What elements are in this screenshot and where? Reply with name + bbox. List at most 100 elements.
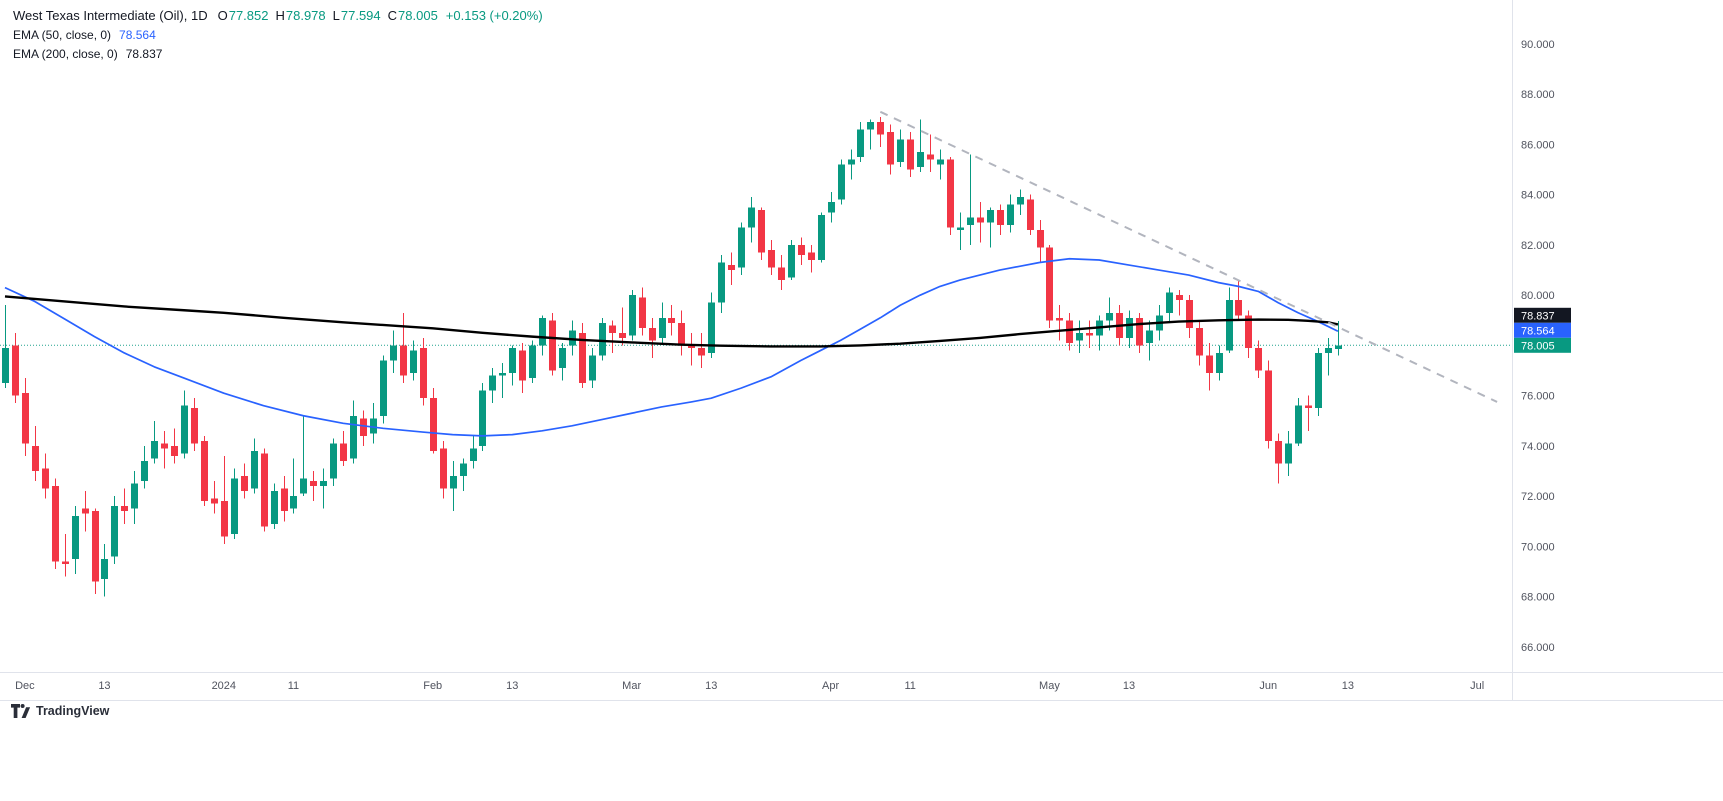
candle-down[interactable] (1196, 320, 1203, 366)
candle-up[interactable] (1106, 297, 1113, 331)
candle-down[interactable] (171, 428, 178, 464)
candle-down[interactable] (211, 481, 218, 514)
candle-up[interactable] (629, 290, 636, 341)
candle-up[interactable] (818, 212, 825, 263)
candle-down[interactable] (798, 237, 805, 266)
candle-down[interactable] (887, 124, 894, 175)
candle-up[interactable] (1315, 347, 1322, 416)
ema50-line[interactable] (4, 257, 1339, 437)
candle-down[interactable] (430, 388, 437, 454)
candle-up[interactable] (987, 207, 994, 248)
candle-up[interactable] (509, 345, 516, 386)
candle-down[interactable] (360, 410, 367, 446)
candle-up[interactable] (748, 197, 755, 243)
candle-up[interactable] (181, 390, 188, 459)
candle-down[interactable] (1056, 305, 1063, 341)
candle-down[interactable] (310, 471, 317, 502)
candle-down[interactable] (619, 307, 626, 346)
candle-down[interactable] (808, 244, 815, 273)
candle-up[interactable] (380, 355, 387, 424)
candle-down[interactable] (768, 239, 775, 276)
candle-up[interactable] (738, 222, 745, 276)
candle-up[interactable] (151, 420, 158, 464)
candle-down[interactable] (997, 204, 1004, 235)
candle-down[interactable] (1136, 312, 1143, 353)
candle-down[interactable] (340, 430, 347, 467)
time-axis[interactable]: Dec 13 2024 11 Feb 13 Mar 13 Apr 11 May 13 Jun 13 Jul (15, 680, 1484, 692)
candle-down[interactable] (62, 533, 69, 577)
candle-up[interactable] (539, 315, 546, 356)
candle-down[interactable] (519, 342, 526, 394)
candle-up[interactable] (390, 330, 397, 374)
candle-up[interactable] (967, 154, 974, 245)
candle-down[interactable] (82, 491, 89, 532)
candle-up[interactable] (1146, 320, 1153, 361)
candle-down[interactable] (221, 455, 228, 544)
candle-down[interactable] (1265, 360, 1272, 449)
candle-down[interactable] (1206, 342, 1213, 391)
candle-up[interactable] (848, 149, 855, 180)
candle-down[interactable] (281, 476, 288, 522)
candle-up[interactable] (1166, 287, 1173, 323)
candle-down[interactable] (420, 337, 427, 406)
candle-up[interactable] (659, 302, 666, 343)
candle-up[interactable] (718, 254, 725, 313)
candle-up[interactable] (72, 506, 79, 575)
candle-down[interactable] (1027, 194, 1034, 235)
candle-up[interactable] (499, 363, 506, 399)
candle-up[interactable] (470, 435, 477, 469)
candle-up[interactable] (141, 445, 148, 489)
candle-up[interactable] (2, 305, 9, 389)
tradingview-logo[interactable]: TradingView (11, 704, 109, 718)
candle-down[interactable] (1245, 310, 1252, 358)
candle-up[interactable] (450, 460, 457, 512)
candle-down[interactable] (1186, 295, 1193, 338)
candle-down[interactable] (698, 332, 705, 369)
candle-up[interactable] (867, 119, 874, 150)
candle-up[interactable] (1335, 320, 1342, 356)
candle-up[interactable] (231, 468, 238, 539)
candle-down[interactable] (1305, 395, 1312, 431)
candle-down[interactable] (758, 207, 765, 261)
candle-up[interactable] (1216, 345, 1223, 381)
candle-up[interactable] (1007, 194, 1014, 233)
candle-up[interactable] (320, 468, 327, 509)
candle-up[interactable] (489, 368, 496, 404)
candle-down[interactable] (639, 287, 646, 336)
candle-up[interactable] (589, 347, 596, 389)
candle-up[interactable] (1285, 430, 1292, 477)
candle-up[interactable] (937, 149, 944, 180)
candle-up[interactable] (479, 383, 486, 451)
candle-up[interactable] (569, 320, 576, 356)
candle-down[interactable] (678, 310, 685, 356)
symbol-title[interactable]: West Texas Intermediate (Oil), 1D (13, 8, 208, 23)
candle-up[interactable] (1126, 310, 1133, 348)
candle-down[interactable] (241, 463, 248, 499)
candle-down[interactable] (947, 157, 954, 235)
candle-down[interactable] (1066, 312, 1073, 351)
candle-down[interactable] (1086, 320, 1093, 348)
candle-up[interactable] (828, 192, 835, 223)
candle-up[interactable] (101, 543, 108, 597)
candle-down[interactable] (927, 134, 934, 173)
candle-down[interactable] (22, 378, 29, 456)
candle-down[interactable] (52, 478, 59, 570)
candle-down[interactable] (12, 332, 19, 404)
candle-down[interactable] (728, 252, 735, 286)
candles[interactable] (2, 116, 1342, 597)
candle-up[interactable] (1017, 189, 1024, 215)
candle-down[interactable] (261, 448, 268, 532)
candle-up[interactable] (599, 317, 606, 361)
candle-up[interactable] (917, 119, 924, 173)
candle-down[interactable] (877, 116, 884, 147)
candle-up[interactable] (529, 340, 536, 384)
candle-up[interactable] (290, 458, 297, 514)
candle-up[interactable] (131, 471, 138, 524)
candle-down[interactable] (400, 312, 407, 384)
candle-down[interactable] (1255, 340, 1262, 379)
candle-up[interactable] (460, 458, 467, 492)
indicator-row-ema50[interactable]: EMA (50, close, 0) 78.564 (13, 26, 543, 44)
candle-down[interactable] (907, 131, 914, 178)
candle-up[interactable] (410, 340, 417, 381)
